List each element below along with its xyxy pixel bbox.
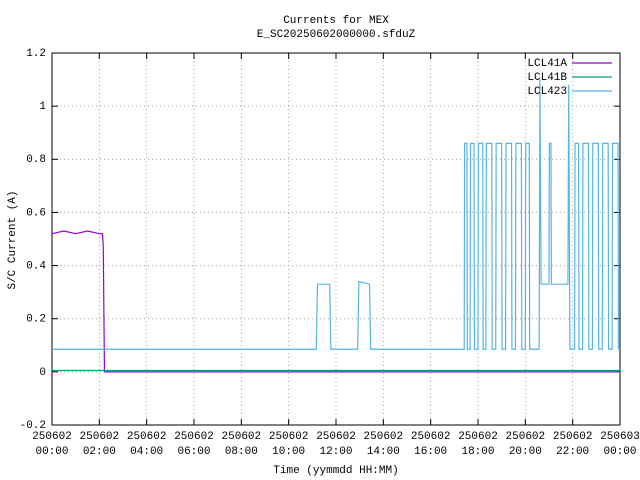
x-tick-label: 250602 00:00 [32, 431, 72, 458]
x-tick-label: 250602 02:00 [79, 431, 120, 458]
x-tick-label: 250602 22:00 [552, 431, 593, 458]
x-tick-label: 250602 04:00 [126, 431, 167, 458]
y-tick-label: 0.8 [26, 154, 46, 166]
x-tick-label: 250602 10:00 [268, 431, 309, 458]
chart-title: Currents for MEX [283, 15, 389, 27]
x-tick-label: 250602 16:00 [410, 431, 451, 458]
x-tick-label: 250602 06:00 [174, 431, 214, 458]
plot-border [51, 52, 621, 426]
legend-label: LCL41A [527, 58, 567, 70]
y-tick-label: 0 [39, 367, 46, 379]
y-tick-label: -0.2 [20, 420, 46, 432]
legend-label: LCL423 [527, 86, 567, 98]
y-tick-label: 0.6 [26, 207, 46, 219]
y-tick-label: 1.2 [26, 48, 46, 60]
y-axis-label: S/C Current (A) [7, 190, 19, 289]
x-tick-label: 250602 20:00 [505, 431, 546, 458]
y-tick-label: 0.2 [26, 314, 46, 326]
y-tick-label: 0.4 [26, 260, 46, 272]
series-line [51, 230, 620, 373]
x-tick-label: 250602 12:00 [316, 431, 356, 458]
y-tick-label: 1 [39, 101, 46, 113]
x-axis-label: Time (yymmdd HH:MM) [273, 465, 398, 477]
x-tick-label: 250602 14:00 [363, 431, 404, 458]
x-tick-label: 250603 00:00 [600, 431, 640, 458]
x-tick-label: 250602 18:00 [458, 431, 498, 458]
series-line [52, 79, 620, 350]
chart-subtitle: E_SC20250602000000.sfduZ [257, 29, 416, 41]
x-tick-label: 250602 08:00 [221, 431, 262, 458]
legend-label: LCL41B [527, 72, 567, 84]
